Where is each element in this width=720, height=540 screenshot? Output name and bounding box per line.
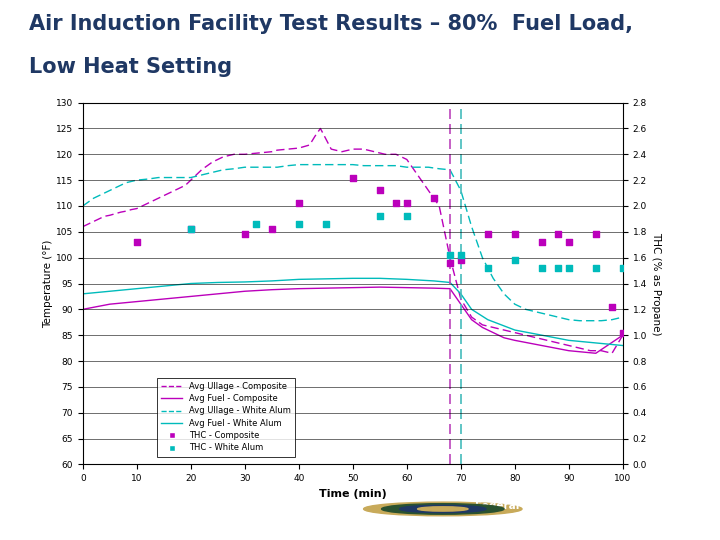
Point [374,212,386,221]
Point [509,256,521,265]
Text: Composite Wing Tank Flammability: Composite Wing Tank Flammability [14,495,174,504]
Text: Federal Aviation: Federal Aviation [475,502,572,511]
Circle shape [418,507,468,511]
Point [320,220,331,228]
Circle shape [400,505,486,512]
Point [428,194,439,202]
Point [617,264,629,272]
Point [455,256,467,265]
Text: 14: 14 [652,497,677,515]
Point [390,199,402,208]
Y-axis label: Temperature (°F): Temperature (°F) [43,239,53,328]
Point [563,264,575,272]
Text: Air Induction Facility Test Results – 80%  Fuel Load,: Air Induction Facility Test Results – 80… [29,14,633,33]
Text: Administration: Administration [475,524,563,535]
Point [590,230,602,239]
Circle shape [364,502,522,516]
Point [347,173,359,182]
Point [131,238,143,246]
Y-axis label: THC (% as Propane): THC (% as Propane) [651,232,661,335]
Point [374,186,386,195]
Point [482,230,494,239]
Point [606,302,618,311]
Text: Low Heat Setting: Low Heat Setting [29,57,232,77]
Circle shape [382,504,504,514]
Point [401,212,413,221]
Point [250,220,261,228]
Point [552,230,564,239]
Point [509,230,521,239]
Point [444,259,456,267]
Text: 14: 14 [678,510,694,523]
Point [455,251,467,259]
X-axis label: Time (min): Time (min) [319,489,387,498]
Legend: Avg Ullage - Composite, Avg Fuel - Composite, Avg Ullage - White Alum, Avg Fuel : Avg Ullage - Composite, Avg Fuel - Compo… [157,377,295,457]
Point [590,264,602,272]
Point [293,220,305,228]
Point [552,264,564,272]
Point [536,264,548,272]
Point [401,199,413,208]
Point [185,225,197,233]
Point [617,328,629,337]
Point [239,230,251,239]
Point [444,251,456,259]
Point [266,225,278,233]
Point [185,225,197,233]
Point [482,264,494,272]
Point [536,238,548,246]
Point [293,199,305,208]
Text: November 17, 2011: November 17, 2011 [14,518,104,527]
Point [563,238,575,246]
